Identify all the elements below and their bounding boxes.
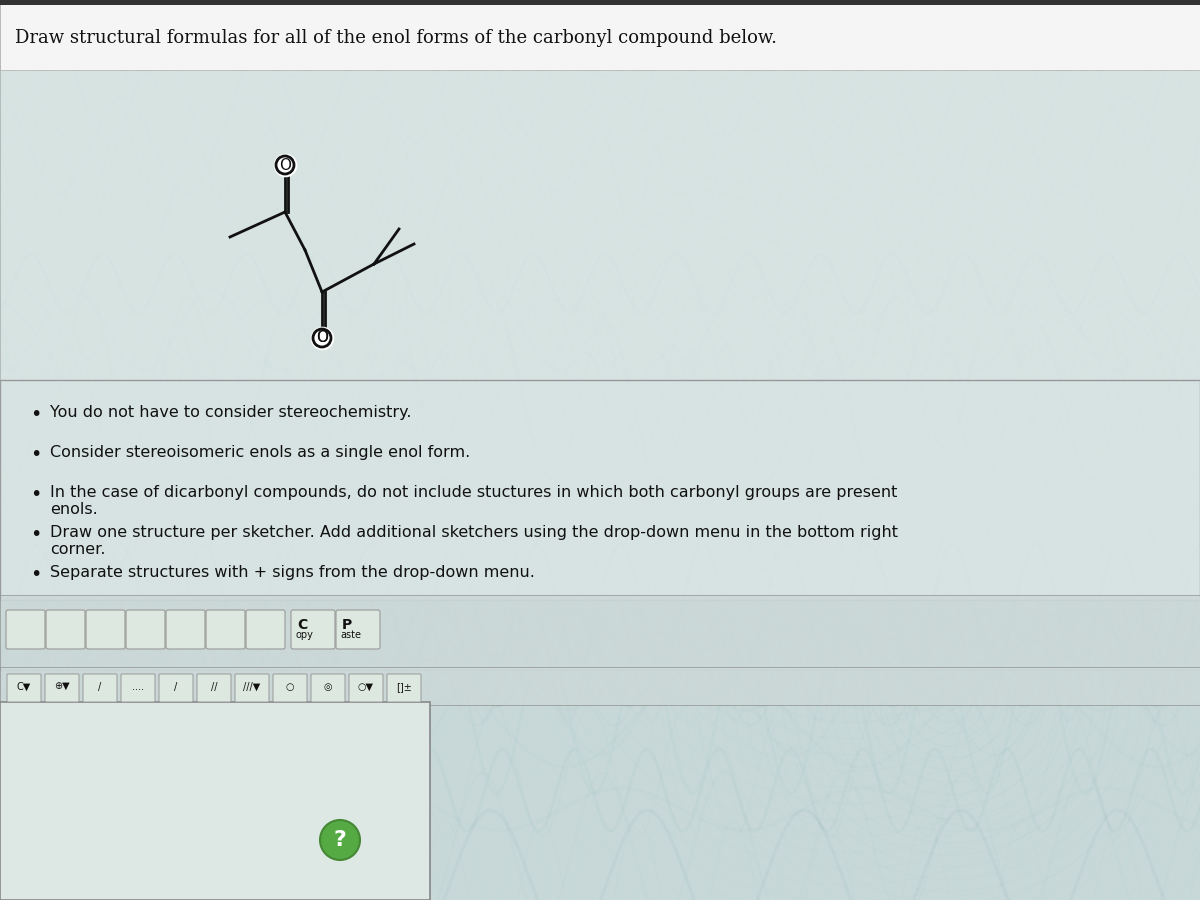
Bar	[0, 0, 1200, 5]
Circle shape	[276, 156, 294, 174]
Text: •: •	[30, 565, 41, 584]
Text: Consider stereoisomeric enols as a single enol form.: Consider stereoisomeric enols as a singl…	[50, 445, 470, 460]
Text: C: C	[298, 618, 307, 632]
FancyBboxPatch shape	[0, 667, 1200, 705]
Text: ○▼: ○▼	[358, 682, 374, 692]
Text: Separate structures with + signs from the drop-down menu.: Separate structures with + signs from th…	[50, 565, 535, 580]
Text: []±: []±	[396, 682, 412, 692]
FancyBboxPatch shape	[246, 610, 286, 649]
Text: /: /	[98, 682, 102, 692]
Text: opy: opy	[295, 630, 313, 640]
FancyBboxPatch shape	[0, 65, 1200, 380]
Text: Draw structural formulas for all of the enol forms of the carbonyl compound belo: Draw structural formulas for all of the …	[14, 29, 778, 47]
Text: O: O	[278, 158, 292, 173]
Text: /: /	[174, 682, 178, 692]
FancyBboxPatch shape	[126, 610, 166, 649]
Text: •: •	[30, 405, 41, 424]
Text: •: •	[30, 485, 41, 504]
FancyBboxPatch shape	[386, 674, 421, 702]
FancyBboxPatch shape	[292, 610, 335, 649]
FancyBboxPatch shape	[0, 702, 430, 900]
FancyBboxPatch shape	[121, 674, 155, 702]
FancyBboxPatch shape	[206, 610, 245, 649]
FancyBboxPatch shape	[166, 610, 205, 649]
FancyBboxPatch shape	[7, 674, 41, 702]
FancyBboxPatch shape	[158, 674, 193, 702]
Text: ○: ○	[286, 682, 294, 692]
FancyBboxPatch shape	[235, 674, 269, 702]
FancyBboxPatch shape	[0, 380, 1200, 600]
FancyBboxPatch shape	[86, 610, 125, 649]
FancyBboxPatch shape	[349, 674, 383, 702]
Text: P: P	[342, 618, 353, 632]
Circle shape	[313, 329, 331, 347]
Text: ///▼: ///▼	[244, 682, 260, 692]
Text: aste: aste	[340, 630, 361, 640]
Text: You do not have to consider stereochemistry.: You do not have to consider stereochemis…	[50, 405, 412, 420]
Text: •: •	[30, 445, 41, 464]
Text: •: •	[30, 525, 41, 544]
FancyBboxPatch shape	[274, 674, 307, 702]
Text: In the case of dicarbonyl compounds, do not include stuctures in which both carb: In the case of dicarbonyl compounds, do …	[50, 485, 898, 518]
FancyBboxPatch shape	[197, 674, 230, 702]
Text: O: O	[316, 330, 328, 346]
FancyBboxPatch shape	[46, 674, 79, 702]
FancyBboxPatch shape	[6, 610, 46, 649]
FancyBboxPatch shape	[336, 610, 380, 649]
Text: ⊕▼: ⊕▼	[54, 682, 70, 692]
FancyBboxPatch shape	[0, 595, 1200, 670]
Circle shape	[320, 820, 360, 860]
Text: ....: ....	[132, 682, 144, 692]
FancyBboxPatch shape	[311, 674, 346, 702]
Text: //: //	[211, 682, 217, 692]
FancyBboxPatch shape	[83, 674, 118, 702]
Text: ◎: ◎	[324, 682, 332, 692]
Text: O: O	[316, 330, 328, 346]
Text: Draw one structure per sketcher. Add additional sketchers using the drop-down me: Draw one structure per sketcher. Add add…	[50, 525, 898, 557]
FancyBboxPatch shape	[46, 610, 85, 649]
Text: C▼: C▼	[17, 682, 31, 692]
Text: ?: ?	[334, 830, 347, 850]
FancyBboxPatch shape	[0, 0, 1200, 70]
